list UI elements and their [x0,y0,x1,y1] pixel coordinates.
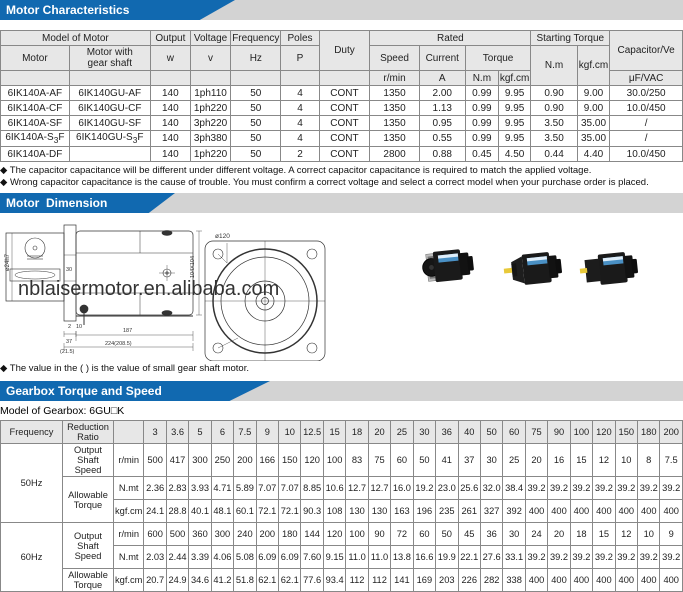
svg-text:224(208.5): 224(208.5) [105,341,132,347]
svg-text:104X104: 104X104 [190,256,196,278]
svg-text:(21.5): (21.5) [60,349,75,355]
svg-text:10: 10 [76,324,82,330]
svg-text:2: 2 [68,324,71,330]
svg-text:ø24h7: ø24h7 [5,253,11,271]
svg-text:37: 37 [66,339,72,345]
svg-text:187: 187 [123,328,132,334]
svg-text:ø120: ø120 [215,233,230,240]
svg-text:30: 30 [66,267,72,273]
